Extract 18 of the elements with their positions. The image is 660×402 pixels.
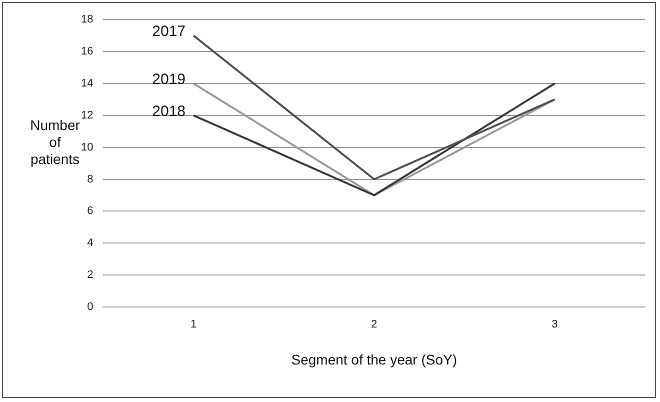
y-tick-label: 14: [80, 78, 94, 90]
y-tick-label: 8: [87, 173, 94, 186]
y-tick-label: 18: [80, 14, 94, 26]
x-tick-label: 2: [371, 318, 378, 331]
series-label: 2018: [152, 103, 186, 120]
y-tick-label: 16: [80, 46, 94, 58]
series-label: 2017: [152, 23, 186, 40]
y-tick-label: 2: [87, 269, 94, 282]
y-tick-label: 10: [80, 141, 94, 154]
y-tick-label: 12: [80, 109, 94, 122]
series-label: 2019: [152, 71, 186, 88]
x-axis-title: Segment of the year (SoY): [291, 351, 457, 368]
y-tick-label: 4: [87, 237, 94, 250]
x-tick-label: 3: [552, 318, 558, 331]
y-tick-label: 0: [87, 301, 94, 314]
y-tick-label: 6: [87, 205, 94, 218]
x-tick-label: 1: [190, 318, 197, 331]
y-axis-title: Number of patients: [30, 117, 80, 168]
